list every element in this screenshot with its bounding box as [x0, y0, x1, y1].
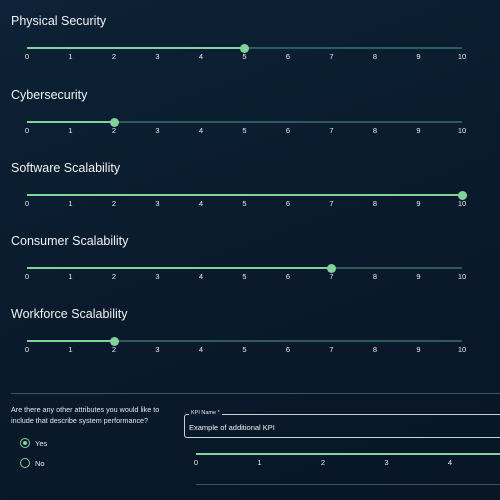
- slider-tick-label: 4: [198, 199, 204, 208]
- slider-thumb[interactable]: [109, 117, 119, 127]
- kpi-slider-tick-label: 3: [384, 458, 389, 467]
- slider-tick-label: 5: [242, 52, 247, 61]
- slider-tick-label: 9: [416, 126, 421, 135]
- slider-thumb[interactable]: [109, 336, 119, 346]
- slider-tick-label: 5: [242, 272, 247, 281]
- radio-selected-dot-icon: [23, 441, 27, 445]
- kpi-name-field[interactable]: KPI Name * Example of additional KPI: [184, 410, 500, 438]
- slider-tick-label: 1: [68, 199, 73, 208]
- slider-tick-label: 6: [285, 345, 291, 354]
- slider-tick-label: 7: [329, 345, 334, 354]
- slider-fill: [27, 121, 114, 123]
- radio-no-circle-icon[interactable]: [20, 458, 30, 468]
- slider-tick-label: 0: [24, 199, 30, 208]
- slider-title: Software Scalability: [11, 161, 121, 175]
- slider-tick-label: 0: [24, 345, 30, 354]
- slider-tick-label: 5: [242, 126, 247, 135]
- slider-tick-label: 9: [416, 345, 421, 354]
- radio-yes[interactable]: Yes: [20, 438, 47, 448]
- slider-tick-label: 0: [24, 272, 30, 281]
- slider-tick-label: 2: [111, 126, 117, 135]
- slider-track[interactable]: [27, 117, 462, 127]
- slider-tick-label: 9: [416, 199, 421, 208]
- slider-fill: [27, 267, 332, 269]
- slider-tick-label: 7: [329, 272, 334, 281]
- slider-tick-label: 10: [457, 272, 467, 281]
- slider-tick-label: 4: [198, 126, 204, 135]
- slider-tick-label: 2: [111, 345, 117, 354]
- slider-title: Physical Security: [11, 14, 107, 28]
- slider-fill: [27, 47, 245, 49]
- slider-tick-label: 3: [155, 345, 160, 354]
- slider-thumb[interactable]: [457, 190, 467, 200]
- slider-thumb[interactable]: [240, 43, 249, 53]
- slider-tick-label: 4: [198, 345, 204, 354]
- slider-tick-label: 10: [457, 126, 467, 135]
- slider-tick-label: 1: [68, 126, 73, 135]
- slider-fill: [27, 194, 462, 196]
- slider-tick-label: 10: [457, 52, 467, 61]
- radio-no-label: No: [35, 458, 45, 468]
- slider-tick-label: 6: [285, 126, 291, 135]
- slider-track[interactable]: [27, 263, 462, 273]
- kpi-name-label: KPI Name *: [189, 410, 222, 416]
- slider-tick-label: 7: [329, 126, 334, 135]
- slider-tick-label: 1: [68, 272, 73, 281]
- slider-thumb[interactable]: [327, 263, 336, 273]
- slider-tick-label: 9: [416, 272, 421, 281]
- slider-tick-label: 3: [155, 272, 160, 281]
- slider-tick-label: 10: [457, 199, 467, 208]
- slider-tick-label: 7: [329, 52, 334, 61]
- slider-title: Consumer Scalability: [11, 234, 129, 248]
- slider-track[interactable]: [27, 190, 467, 200]
- slider-fill: [27, 340, 114, 342]
- slider-track[interactable]: [27, 336, 462, 346]
- section-divider: [11, 393, 500, 394]
- slider-tick-label: 3: [155, 52, 160, 61]
- slider-tick-label: 7: [329, 199, 334, 208]
- slider-tick-label: 2: [111, 52, 117, 61]
- slider-tick-label: 6: [285, 272, 291, 281]
- slider-tick-label: 2: [111, 272, 117, 281]
- slider-tick-label: 4: [198, 272, 204, 281]
- slider-tick-label: 5: [242, 345, 247, 354]
- slider-tick-label: 8: [372, 126, 378, 135]
- kpi-slider-tick-label: 2: [320, 458, 326, 467]
- slider-tick-label: 6: [285, 199, 291, 208]
- slider-tick-label: 5: [242, 199, 247, 208]
- slider-tick-label: 4: [198, 52, 204, 61]
- slider-tick-label: 0: [24, 52, 30, 61]
- bottom-divider: [196, 484, 500, 485]
- slider-tick-label: 0: [24, 126, 30, 135]
- slider-tick-label: 8: [372, 52, 378, 61]
- slider-tick-label: 1: [68, 345, 73, 354]
- kpi-slider-tick-label: 0: [193, 458, 199, 467]
- slider-tick-label: 8: [372, 199, 378, 208]
- slider-track[interactable]: [27, 43, 462, 53]
- slider-tick-label: 1: [68, 52, 73, 61]
- slider-tick-label: 8: [372, 272, 378, 281]
- slider-title: Cybersecurity: [11, 88, 88, 102]
- additional-attributes-question: Are there any other attributes you would…: [11, 405, 160, 425]
- radio-no[interactable]: No: [20, 458, 45, 468]
- slider-tick-label: 3: [155, 126, 160, 135]
- kpi-slider-track[interactable]: [196, 453, 500, 455]
- slider-title: Workforce Scalability: [11, 307, 128, 321]
- kpi-name-input[interactable]: Example of additional KPI: [189, 423, 275, 432]
- radio-yes-circle-icon[interactable]: [20, 438, 30, 448]
- slider-tick-label: 3: [155, 199, 160, 208]
- slider-tick-label: 8: [372, 345, 378, 354]
- slider-tick-label: 10: [457, 345, 467, 354]
- kpi-slider-tick-label: 4: [447, 458, 453, 467]
- kpi-slider-tick-label: 1: [257, 458, 262, 467]
- slider-tick-label: 6: [285, 52, 291, 61]
- radio-yes-label: Yes: [35, 438, 48, 448]
- slider-tick-label: 2: [111, 199, 117, 208]
- slider-tick-label: 9: [416, 52, 421, 61]
